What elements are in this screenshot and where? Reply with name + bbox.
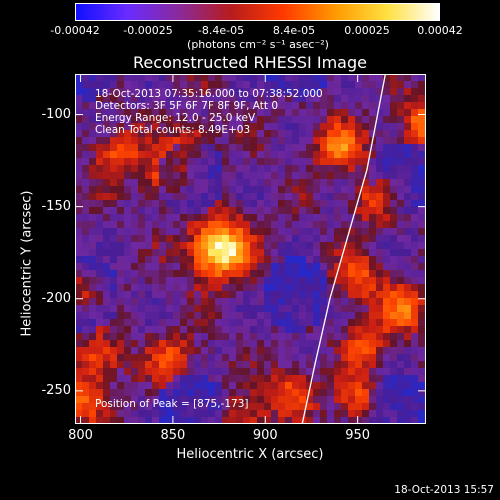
colorbar-tick: 8.4e-05	[272, 24, 316, 37]
y-tick-label: -250	[41, 382, 71, 398]
y-tick-label: -200	[41, 290, 71, 306]
heatmap-cells	[75, 74, 426, 424]
colorbar-tick: 0.00025	[344, 24, 390, 37]
heatmap-plot	[75, 74, 426, 424]
annotation-detectors: Detectors: 3F 5F 6F 7F 8F 9F, Att 0	[95, 100, 279, 112]
annotation-energy: Energy Range: 12.0 - 25.0 keV	[95, 112, 256, 124]
annotation-time: 18-Oct-2013 07:35:16.000 to 07:38:52.000	[95, 88, 323, 100]
annotation-peak: Position of Peak = [875,-173]	[95, 398, 249, 410]
y-axis-label: Heliocentric Y (arcsec)	[19, 190, 35, 337]
x-tick-label: 800	[68, 428, 93, 443]
y-tick-label: -100	[41, 106, 71, 122]
colorbar-gradient	[75, 3, 440, 21]
plot-frame	[75, 74, 426, 424]
timestamp: 18-Oct-2013 15:57	[394, 484, 494, 496]
x-tick-label: 850	[160, 428, 186, 443]
x-tick-label: 950	[345, 428, 371, 443]
x-tick-label: 900	[252, 428, 278, 443]
x-axis-label: Heliocentric X (arcsec)	[176, 447, 324, 462]
chart-title: Reconstructed RHESSI Image	[133, 53, 367, 72]
annotation-clean: Clean Total counts: 8.49E+03	[95, 124, 251, 136]
colorbar-tick: -0.00025	[123, 24, 173, 37]
colorbar-tick: 0.00042	[417, 24, 463, 37]
colorbar-units: (photons cm⁻² s⁻¹ asec⁻²)	[187, 38, 329, 51]
solar-limb-line	[301, 74, 387, 424]
heatmap-svg	[75, 74, 426, 424]
colorbar	[75, 3, 440, 21]
colorbar-tick: -8.4e-05	[197, 24, 245, 37]
y-tick-label: -150	[41, 198, 71, 214]
colorbar-tick: -0.00042	[50, 24, 100, 37]
